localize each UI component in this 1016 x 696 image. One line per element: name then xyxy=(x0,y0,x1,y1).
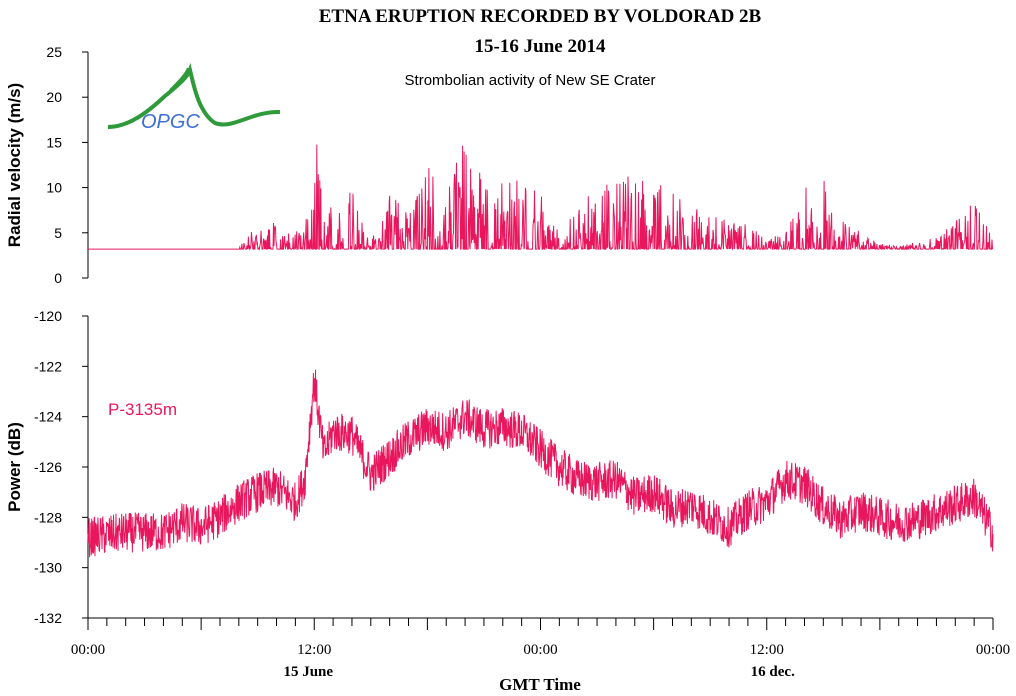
power-annotation: P-3135m xyxy=(108,400,177,419)
y-tick-label: -128 xyxy=(34,509,62,525)
x-ticks: 00:00 12:00 00:00 12:00 00:00 15 June 16 dec. xyxy=(71,618,1010,680)
y-tick-label: -124 xyxy=(34,409,62,425)
y-tick-label: 20 xyxy=(46,89,62,105)
x-tick-label: 00:00 xyxy=(523,642,557,658)
logo-plume xyxy=(169,67,189,91)
power-series-line xyxy=(87,369,994,558)
y-tick-label: -122 xyxy=(34,358,62,374)
velocity-series-line xyxy=(88,144,994,251)
y-tick-label: 5 xyxy=(54,225,62,241)
x-tick-label: 00:00 xyxy=(71,642,105,658)
day-label: 16 dec. xyxy=(751,664,795,680)
y-tick-label: -130 xyxy=(34,560,62,576)
chart-date: 15-16 June 2014 xyxy=(475,36,606,57)
x-tick-label: 12:00 xyxy=(750,642,784,658)
chart-subtitle: Strombolian activity of New SE Crater xyxy=(405,72,656,89)
y-tick-label: 25 xyxy=(46,44,62,60)
chart-title: ETNA ERUPTION RECORDED BY VOLDORAD 2B xyxy=(319,6,762,27)
day-label: 15 June xyxy=(283,664,333,680)
logo-text: OPGC xyxy=(141,111,200,133)
power-ticks: -132 -130 -128 -126 -124 -122 -120 xyxy=(34,308,88,626)
y-tick-label: 10 xyxy=(46,180,62,196)
y-tick-label: 0 xyxy=(54,270,62,286)
power-y-label: Power (dB) xyxy=(5,422,24,512)
velocity-ticks: 0 5 10 15 20 25 xyxy=(46,44,88,286)
y-tick-label: -132 xyxy=(34,610,62,626)
opgc-logo: OPGC xyxy=(107,62,281,133)
y-tick-label: -126 xyxy=(34,459,62,475)
velocity-y-label: Radial velocity (m/s) xyxy=(5,83,24,247)
y-tick-label: -120 xyxy=(34,308,62,324)
logo-volcano-curve xyxy=(107,62,281,129)
x-tick-label: 12:00 xyxy=(297,642,331,658)
y-tick-label: 15 xyxy=(46,134,62,150)
x-axis-label: GMT Time xyxy=(499,675,581,694)
x-tick-label: 00:00 xyxy=(976,642,1010,658)
